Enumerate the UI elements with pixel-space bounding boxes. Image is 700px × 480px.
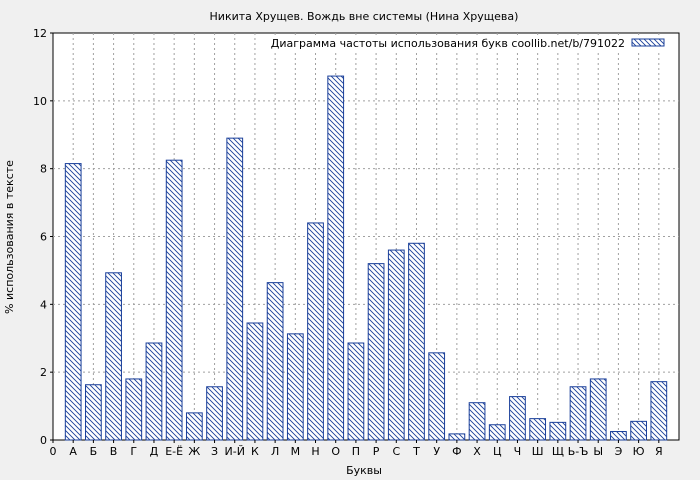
bar bbox=[569, 386, 587, 441]
x-tick-label: М bbox=[291, 445, 301, 458]
x-tick-label: З bbox=[211, 445, 218, 458]
x-tick-label: Ц bbox=[493, 445, 502, 458]
bar bbox=[468, 402, 486, 441]
x-tick-label: 0 bbox=[50, 445, 57, 458]
bar bbox=[549, 421, 567, 441]
bar bbox=[64, 163, 82, 441]
x-tick-label: Л bbox=[271, 445, 279, 458]
x-tick-label: Ф bbox=[452, 445, 461, 458]
legend-label: Диаграмма частоты использования букв coo… bbox=[271, 37, 625, 50]
chart-title: Никита Хрущев. Вождь вне системы (Нина Х… bbox=[210, 10, 519, 23]
x-tick-label: Ь-Ъ bbox=[568, 445, 589, 458]
legend-background bbox=[266, 36, 672, 51]
bar bbox=[387, 249, 405, 441]
bar bbox=[509, 396, 526, 441]
bar bbox=[206, 386, 223, 441]
legend: Диаграмма частоты использования букв coo… bbox=[266, 36, 672, 51]
x-tick-label: С bbox=[392, 445, 400, 458]
y-axis-label: % использования в тексте bbox=[3, 160, 16, 314]
bar bbox=[165, 159, 183, 441]
bar bbox=[327, 75, 345, 441]
bar bbox=[85, 384, 102, 441]
bar bbox=[428, 352, 446, 441]
legend-swatch bbox=[631, 38, 665, 47]
bars bbox=[64, 75, 668, 441]
x-tick-label: Х bbox=[473, 445, 481, 458]
x-tick-label: Е-Ё bbox=[165, 445, 183, 458]
bar bbox=[448, 433, 466, 441]
bar bbox=[246, 322, 264, 441]
bar bbox=[589, 378, 607, 441]
y-tick-label: 6 bbox=[40, 231, 47, 244]
bar bbox=[185, 412, 203, 441]
x-tick-label: Щ bbox=[552, 445, 564, 458]
bar bbox=[367, 263, 385, 441]
bar bbox=[347, 342, 365, 441]
x-tick-label: А bbox=[69, 445, 77, 458]
y-tick-label: 0 bbox=[40, 434, 47, 447]
y-tick-label: 8 bbox=[40, 163, 47, 176]
x-axis-label: Буквы bbox=[346, 464, 382, 477]
x-tick-label: И-Й bbox=[225, 445, 245, 458]
x-tick-label: Я bbox=[655, 445, 663, 458]
bar bbox=[226, 137, 244, 441]
bar bbox=[630, 420, 647, 441]
x-tick-label: В bbox=[110, 445, 118, 458]
x-tick-label: Ы bbox=[593, 445, 603, 458]
x-tick-label: Ж bbox=[188, 445, 200, 458]
x-tick-label: Д bbox=[150, 445, 159, 458]
x-tick-label: Т bbox=[412, 445, 420, 458]
x-tick-label: Ш bbox=[532, 445, 544, 458]
bar bbox=[307, 222, 324, 441]
bar bbox=[610, 431, 627, 441]
bar bbox=[266, 282, 284, 441]
x-tick-label: Ю bbox=[633, 445, 645, 458]
x-tick-label: Э bbox=[615, 445, 623, 458]
bar bbox=[145, 342, 163, 441]
x-tick-label: Н bbox=[311, 445, 319, 458]
x-tick-label: К bbox=[251, 445, 259, 458]
x-tick-label: У bbox=[433, 445, 440, 458]
bar bbox=[105, 272, 122, 441]
x-tick-label: Г bbox=[130, 445, 137, 458]
y-tick-label: 2 bbox=[40, 366, 47, 379]
x-tick-label: П bbox=[352, 445, 360, 458]
bar bbox=[408, 242, 425, 441]
y-tick-label: 12 bbox=[33, 27, 47, 40]
bar bbox=[488, 424, 506, 441]
grid-lines bbox=[53, 33, 679, 440]
bar bbox=[650, 381, 668, 441]
x-tick-label: Ч bbox=[514, 445, 522, 458]
bar bbox=[125, 378, 143, 441]
bar bbox=[286, 333, 304, 441]
x-tick-label: Б bbox=[90, 445, 98, 458]
x-tick-label: Р bbox=[373, 445, 380, 458]
y-tick-label: 4 bbox=[40, 298, 47, 311]
y-tick-label: 10 bbox=[33, 95, 47, 108]
x-tick-label: О bbox=[331, 445, 340, 458]
bar bbox=[529, 418, 547, 441]
